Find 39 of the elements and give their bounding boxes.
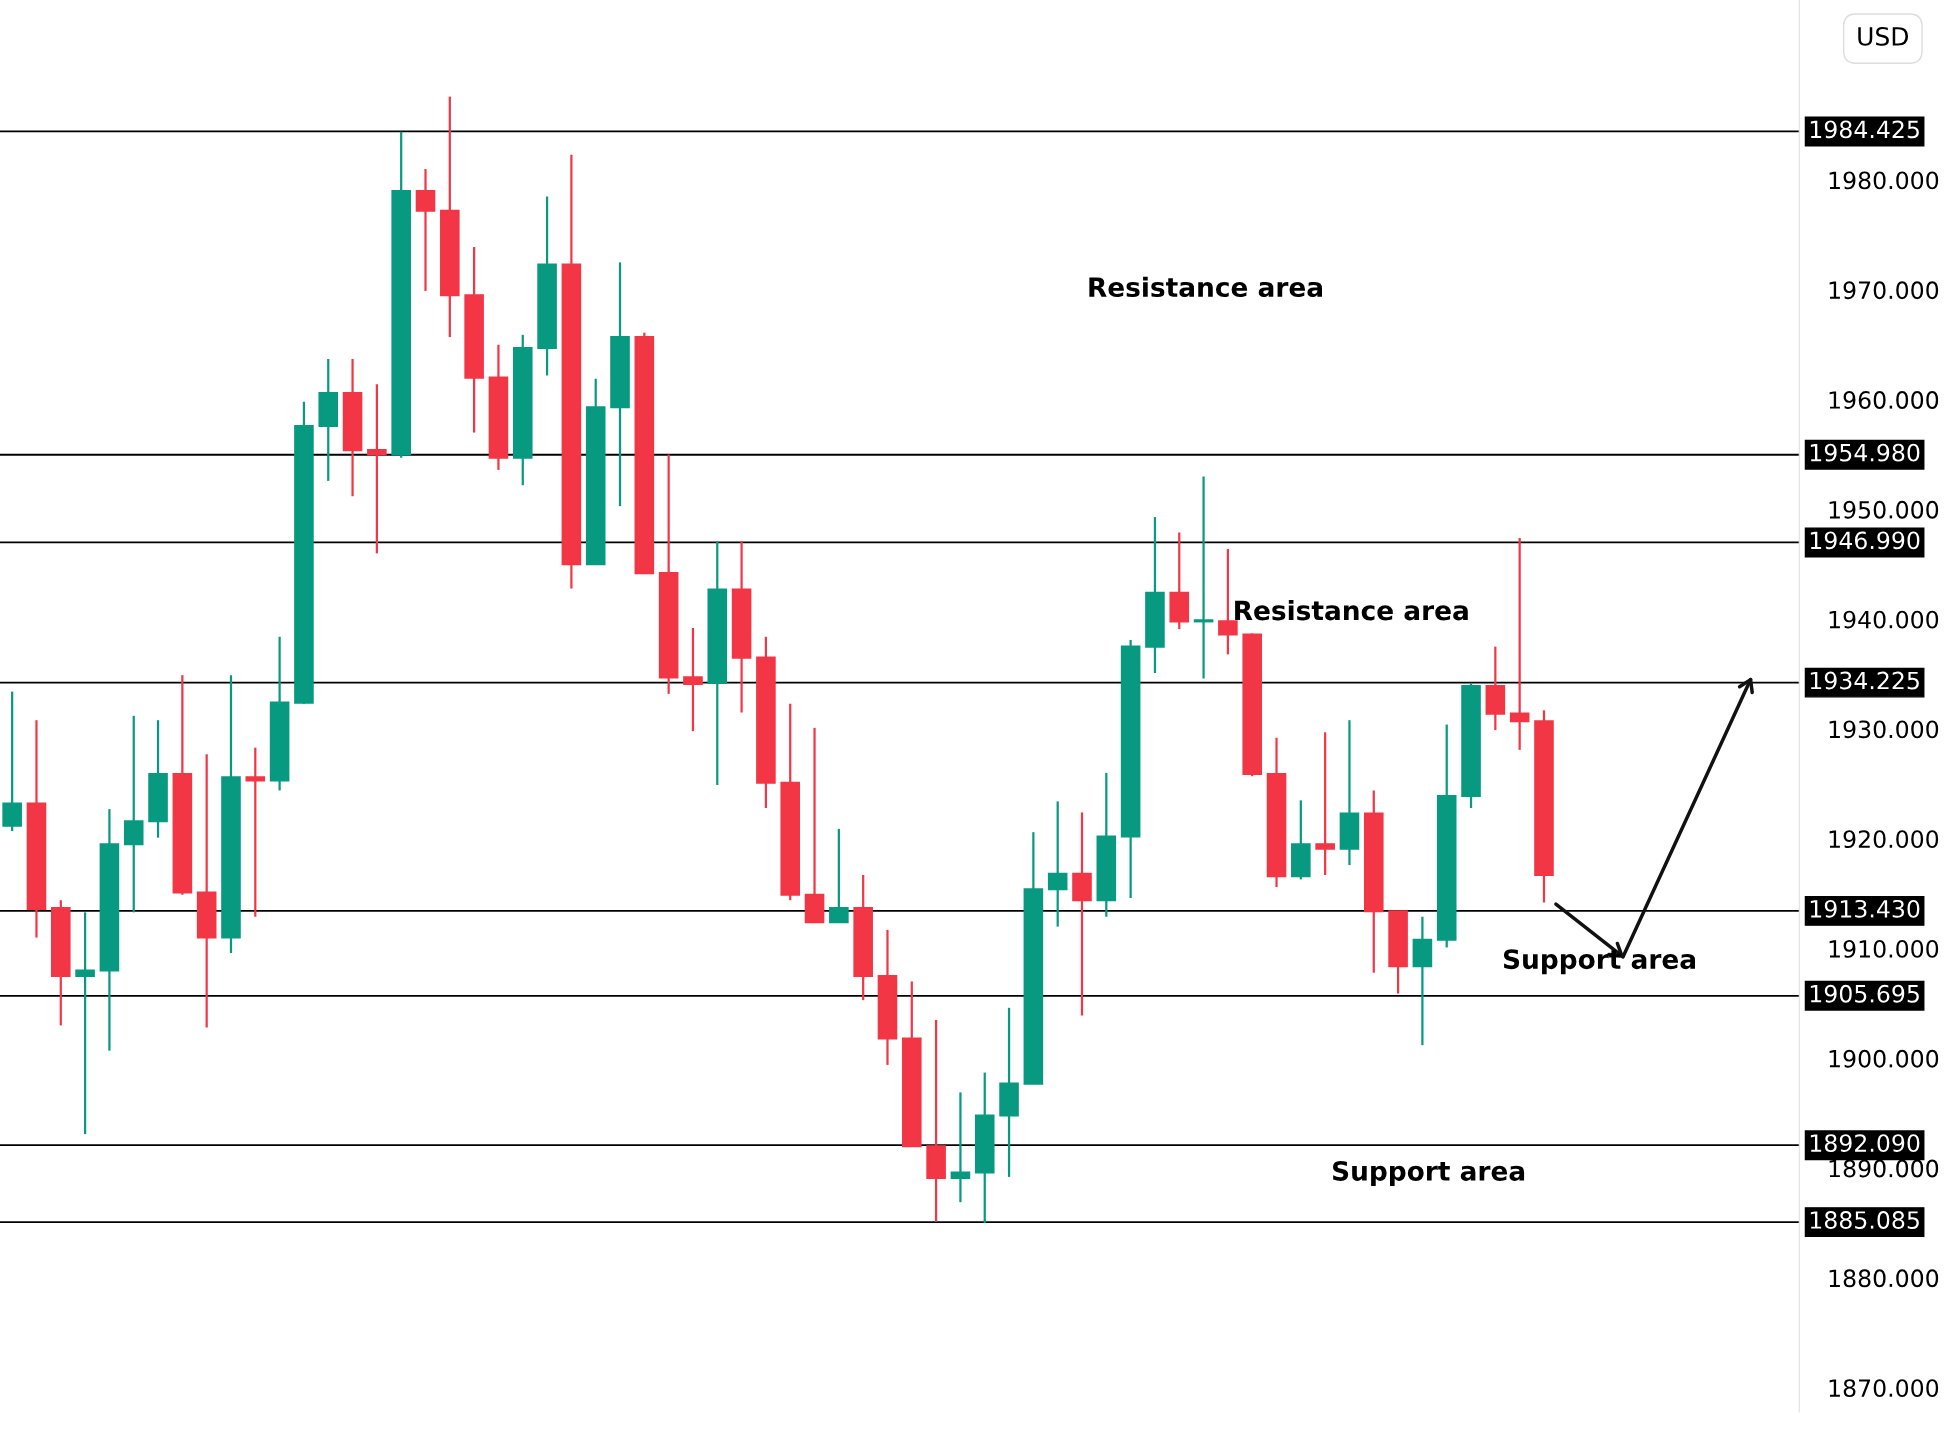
candlestick: [1315, 731, 1335, 877]
y-tick-label: 1880.000: [1829, 1269, 1939, 1288]
candlestick: [1047, 800, 1068, 928]
candlestick: [75, 911, 95, 1136]
ref-line-label: 1934.225: [1810, 671, 1919, 690]
candlestick: [367, 383, 387, 555]
y-tick-label: 1890.000: [1829, 1159, 1939, 1178]
annotation: Support area: [1333, 1160, 1525, 1187]
ref-line-label: 1885.085: [1810, 1211, 1919, 1229]
ref-line-label: 1954.980: [1810, 443, 1920, 462]
y-tick-label: 1920.000: [1829, 830, 1939, 849]
ref-line-label: 1984.425: [1810, 120, 1919, 139]
y-tick-label: 1870.000: [1829, 1379, 1939, 1398]
candlestick: [123, 714, 144, 914]
y-tick-label: 1910.000: [1829, 940, 1939, 958]
text: USD: [1858, 26, 1909, 46]
y-tick-label: 1940.000: [1829, 610, 1939, 629]
candlestick: [1509, 536, 1530, 751]
ref-line-label: 1946.990: [1810, 531, 1920, 550]
candlestick: [1193, 475, 1214, 680]
annotation: Resistance area: [1089, 276, 1323, 298]
y-tick-label: 1900.000: [1829, 1049, 1939, 1068]
annotation: Resistance area: [1235, 599, 1468, 621]
y-tick-label: 1930.000: [1829, 720, 1939, 739]
candlestick: [829, 827, 849, 924]
ref-line-label: 1913.430: [1810, 899, 1920, 918]
ref-line-label: 1905.695: [1810, 984, 1919, 1003]
y-tick-label: 1980.000: [1829, 171, 1939, 190]
candlestick: [415, 167, 436, 293]
y-tick-label: 1960.000: [1829, 391, 1939, 409]
candlestick: [245, 746, 266, 918]
y-tick-label: 1970.000: [1829, 281, 1939, 300]
candlestick: [2, 690, 22, 833]
y-tick-label: 1950.000: [1829, 500, 1939, 519]
ref-line-label: 1892.090: [1810, 1134, 1920, 1153]
candlestick: [1072, 811, 1092, 1017]
annotation: Support area: [1503, 949, 1696, 975]
candlestick: [950, 1091, 971, 1204]
candlestick: [683, 626, 703, 733]
